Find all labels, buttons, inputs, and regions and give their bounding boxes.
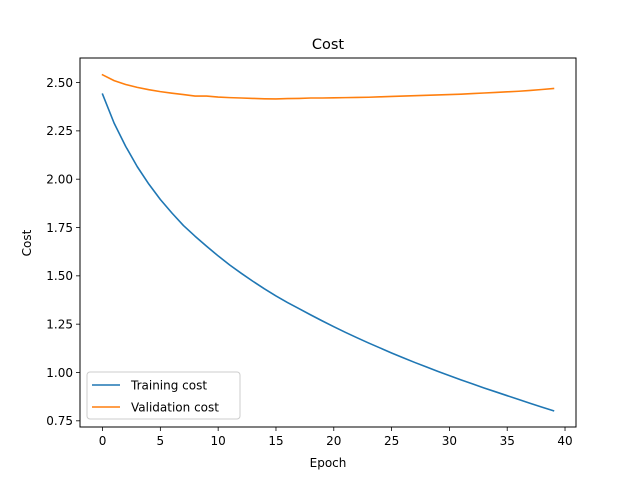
y-tick-label: 1.00 (46, 366, 73, 380)
plot-area (80, 58, 576, 427)
series-line-training (101, 93, 555, 412)
legend-label-validation: Validation cost (131, 401, 219, 415)
x-tick-label: 30 (442, 434, 457, 448)
chart-title: Cost (312, 37, 345, 53)
plot-frame (79, 57, 577, 428)
y-axis: 0.75 1.00 1.25 1.50 1.75 2.00 2.25 2.50 (46, 76, 80, 428)
x-tick-label: 35 (500, 434, 515, 448)
legend: Training cost Validation cost (86, 371, 241, 420)
legend-label-training: Training cost (130, 379, 207, 393)
y-tick-label: 1.75 (46, 221, 73, 235)
y-tick-label: 2.00 (46, 172, 73, 186)
x-tick-label: 5 (157, 434, 165, 448)
y-tick-label: 2.50 (46, 76, 73, 90)
x-tick-label: 40 (557, 434, 572, 448)
y-tick-label: 0.75 (46, 414, 73, 428)
x-axis: 0 5 10 15 20 25 30 35 40 (99, 427, 573, 448)
y-tick-label: 2.25 (46, 124, 73, 138)
series-line-validation (101, 73, 555, 100)
x-tick-label: 25 (384, 434, 399, 448)
x-tick-label: 10 (211, 434, 226, 448)
y-tick-label: 1.25 (46, 317, 73, 331)
legend-box (86, 371, 241, 420)
x-axis-label: Epoch (310, 456, 347, 470)
x-tick-label: 20 (326, 434, 341, 448)
y-tick-label: 1.50 (46, 269, 73, 283)
y-axis-label: Cost (20, 229, 34, 256)
x-tick-label: 15 (268, 434, 283, 448)
series-lines (101, 73, 555, 412)
x-tick-label: 0 (99, 434, 107, 448)
